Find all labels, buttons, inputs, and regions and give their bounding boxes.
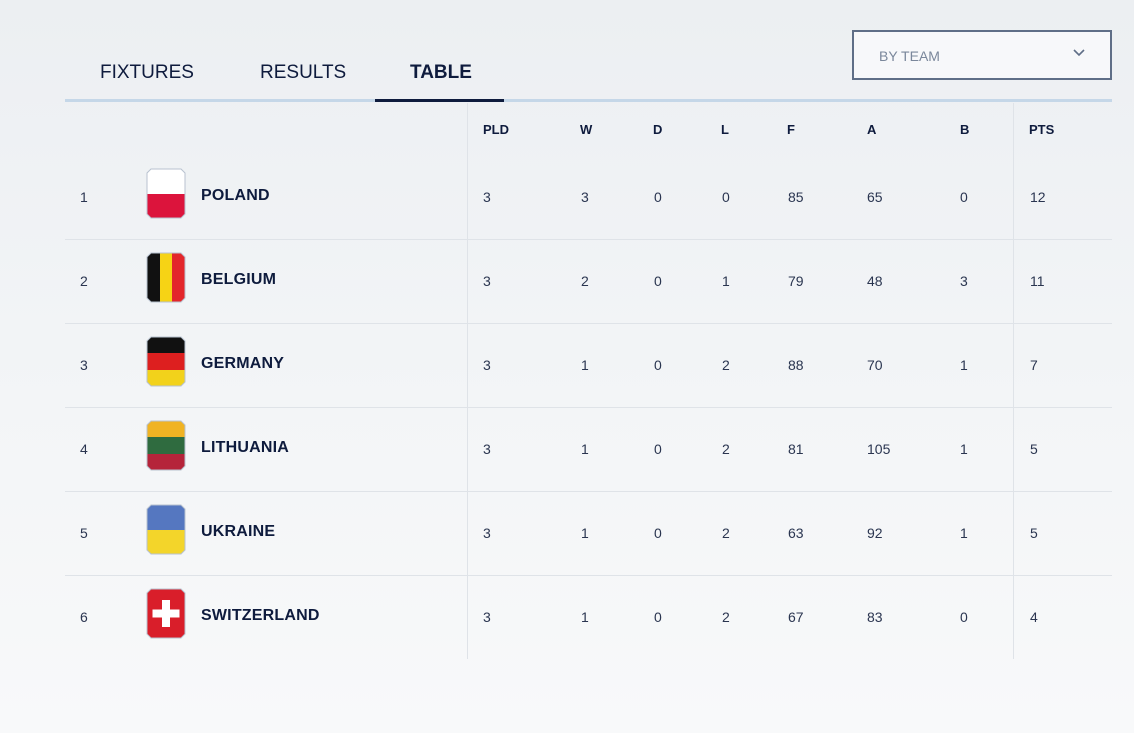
stat-f: 79 (788, 273, 804, 289)
tab-table[interactable]: TABLE (410, 62, 472, 83)
column-divider (1013, 103, 1014, 659)
stat-a: 70 (867, 357, 883, 373)
stat-d: 0 (654, 357, 662, 373)
stat-l: 2 (722, 357, 730, 373)
ukraine-flag-icon (146, 504, 186, 555)
stat-l: 0 (722, 189, 730, 205)
dropdown-selected-value: BY TEAM (879, 48, 940, 64)
position: 2 (80, 273, 88, 289)
tab-results[interactable]: RESULTS (260, 62, 347, 83)
stat-l: 1 (722, 273, 730, 289)
position: 4 (80, 441, 88, 457)
header-w[interactable]: W (580, 122, 593, 137)
stat-d: 0 (654, 441, 662, 457)
stat-f: 63 (788, 525, 804, 541)
team-filter-dropdown[interactable]: BY TEAM (852, 30, 1112, 80)
stat-pld: 3 (483, 357, 491, 373)
belgium-flag-icon (146, 252, 186, 303)
team-name[interactable]: POLAND (201, 187, 270, 204)
team-name[interactable]: LITHUANIA (201, 439, 290, 456)
position: 6 (80, 609, 88, 625)
switzerland-flag-icon (146, 588, 186, 639)
position: 3 (80, 357, 88, 373)
stat-a: 65 (867, 189, 883, 205)
table-row[interactable]: 3 GERMANY 3 1 0 2 88 70 1 7 (65, 324, 1112, 408)
stat-pld: 3 (483, 273, 491, 289)
header-d[interactable]: D (653, 122, 663, 137)
stat-d: 0 (654, 273, 662, 289)
team-name[interactable]: SWITZERLAND (201, 607, 320, 624)
stat-pts: 4 (1030, 609, 1038, 625)
stat-l: 2 (722, 525, 730, 541)
stat-pts: 5 (1030, 441, 1038, 457)
stat-w: 1 (581, 609, 589, 625)
lithuania-flag-icon (146, 420, 186, 471)
germany-flag-icon (146, 336, 186, 387)
stat-pld: 3 (483, 441, 491, 457)
table-row[interactable]: 4 LITHUANIA 3 1 0 2 81 105 1 5 (65, 408, 1112, 492)
header-a[interactable]: A (867, 122, 877, 137)
stat-pts: 11 (1030, 273, 1045, 289)
stat-l: 2 (722, 609, 730, 625)
table-row[interactable]: 5 UKRAINE 3 1 0 2 63 92 1 5 (65, 492, 1112, 576)
stat-a: 105 (867, 441, 891, 457)
row-divider (65, 491, 1112, 492)
header-b[interactable]: B (960, 122, 970, 137)
stat-a: 92 (867, 525, 883, 541)
stat-pts: 5 (1030, 525, 1038, 541)
stat-w: 2 (581, 273, 589, 289)
stat-l: 2 (722, 441, 730, 457)
stat-f: 67 (788, 609, 804, 625)
column-divider (467, 103, 468, 659)
table-row[interactable]: 6 SWITZERLAND 3 1 0 2 67 83 0 4 (65, 576, 1112, 660)
poland-flag-icon (146, 168, 186, 219)
stat-pld: 3 (483, 609, 491, 625)
row-divider (65, 575, 1112, 576)
stat-w: 3 (581, 189, 589, 205)
stat-pts: 12 (1030, 189, 1046, 205)
header-l[interactable]: L (721, 122, 729, 137)
stat-f: 85 (788, 189, 804, 205)
stat-pts: 7 (1030, 357, 1038, 373)
stat-d: 0 (654, 525, 662, 541)
stat-b: 1 (960, 525, 968, 541)
position: 1 (80, 189, 88, 205)
stat-d: 0 (654, 189, 662, 205)
standings-table: PLD W D L F A B PTS 1 POLAND 3 3 0 0 85 … (65, 103, 1112, 659)
stat-d: 0 (654, 609, 662, 625)
stat-b: 1 (960, 441, 968, 457)
team-name[interactable]: GERMANY (201, 355, 285, 372)
stat-b: 0 (960, 189, 968, 205)
stat-b: 1 (960, 357, 968, 373)
row-divider (65, 239, 1112, 240)
stat-w: 1 (581, 357, 589, 373)
row-divider (65, 407, 1112, 408)
stat-pld: 3 (483, 189, 491, 205)
stat-a: 83 (867, 609, 883, 625)
stat-b: 0 (960, 609, 968, 625)
header-pts[interactable]: PTS (1029, 122, 1055, 137)
stat-pld: 3 (483, 525, 491, 541)
header-f[interactable]: F (787, 122, 795, 137)
stat-a: 48 (867, 273, 883, 289)
position: 5 (80, 525, 88, 541)
chevron-down-icon (1073, 49, 1085, 57)
row-divider (65, 323, 1112, 324)
stat-f: 81 (788, 441, 804, 457)
active-tab-indicator (375, 99, 504, 102)
table-row[interactable]: 1 POLAND 3 3 0 0 85 65 0 12 (65, 156, 1112, 240)
stat-f: 88 (788, 357, 804, 373)
table-row[interactable]: 2 BELGIUM 3 2 0 1 79 48 3 11 (65, 240, 1112, 324)
stat-b: 3 (960, 273, 968, 289)
tab-fixtures[interactable]: FIXTURES (100, 62, 194, 83)
tab-bar: FIXTURES RESULTS TABLE (65, 0, 1112, 103)
team-name[interactable]: UKRAINE (201, 523, 276, 540)
team-name[interactable]: BELGIUM (201, 271, 277, 288)
header-pld[interactable]: PLD (483, 122, 509, 137)
stat-w: 1 (581, 441, 589, 457)
tab-bar-divider (65, 99, 1112, 102)
stat-w: 1 (581, 525, 589, 541)
